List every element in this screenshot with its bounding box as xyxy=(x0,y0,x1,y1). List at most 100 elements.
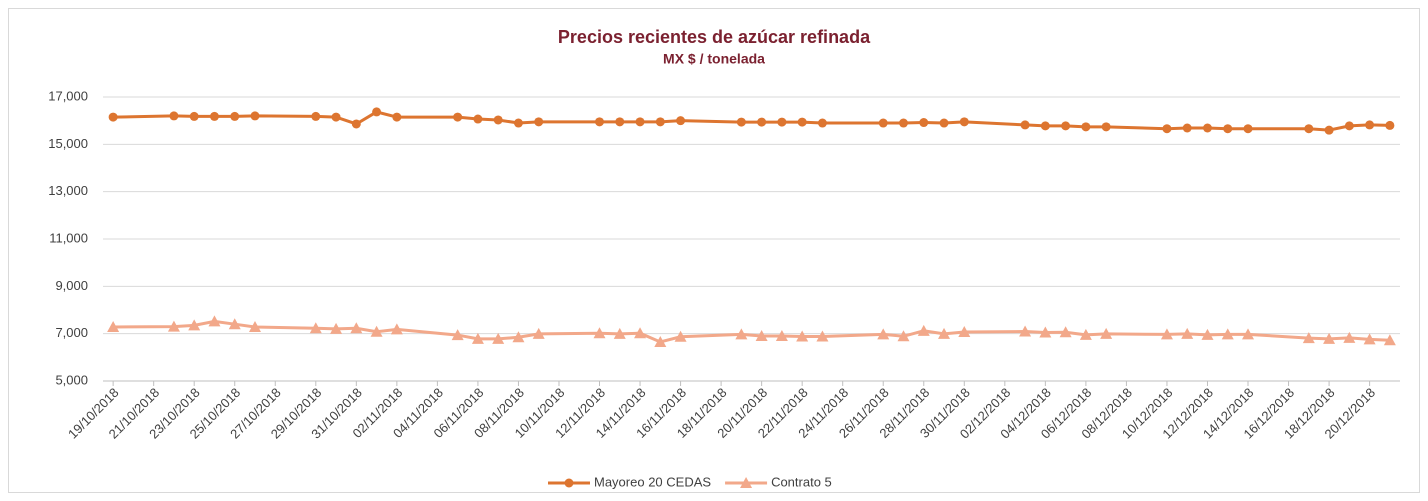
data-point xyxy=(735,328,748,340)
data-point xyxy=(736,117,746,127)
data-point xyxy=(897,330,910,342)
data-point xyxy=(655,117,665,127)
data-point xyxy=(958,326,971,338)
data-point xyxy=(777,117,787,127)
data-point xyxy=(1302,332,1315,344)
data-point xyxy=(797,117,807,127)
data-point xyxy=(615,117,625,127)
data-point xyxy=(939,118,949,128)
data-point xyxy=(1243,124,1253,134)
data-point xyxy=(330,322,343,334)
data-point xyxy=(1304,124,1314,134)
data-point xyxy=(230,111,240,121)
legend-marker xyxy=(564,478,574,488)
data-point xyxy=(513,118,523,128)
data-point xyxy=(473,114,483,124)
data-point xyxy=(309,322,322,334)
data-point xyxy=(1221,328,1234,340)
data-point xyxy=(453,112,463,122)
data-point xyxy=(1181,327,1194,339)
data-point xyxy=(532,327,545,339)
data-point xyxy=(877,328,890,340)
data-point xyxy=(331,112,341,122)
data-point xyxy=(817,118,827,128)
data-point xyxy=(1242,328,1255,340)
data-point xyxy=(938,327,951,339)
data-point xyxy=(451,329,464,341)
y-tick-label: 5,000 xyxy=(55,372,88,387)
data-point xyxy=(208,315,221,327)
series-line xyxy=(113,110,1390,132)
data-point xyxy=(1365,120,1375,130)
chart-subtitle: MX $ / tonelada xyxy=(663,51,765,67)
data-point xyxy=(209,111,219,121)
data-point xyxy=(1039,326,1052,338)
data-point xyxy=(188,319,201,331)
data-point xyxy=(1019,325,1032,337)
data-point xyxy=(534,117,544,127)
y-tick-label: 17,000 xyxy=(48,88,88,103)
data-point xyxy=(1160,328,1173,340)
data-point xyxy=(370,325,383,337)
data-point xyxy=(1020,120,1030,130)
data-point xyxy=(1061,121,1071,131)
data-point xyxy=(775,330,788,342)
series-line xyxy=(113,319,1390,344)
data-point xyxy=(108,112,118,122)
data-point xyxy=(635,117,645,127)
data-point xyxy=(757,117,767,127)
data-point xyxy=(169,111,179,121)
data-point xyxy=(167,320,180,332)
data-point xyxy=(1202,123,1212,133)
data-point xyxy=(1182,123,1192,133)
data-point xyxy=(1101,122,1111,132)
data-point xyxy=(1059,326,1072,338)
y-tick-label: 7,000 xyxy=(55,325,88,340)
data-point xyxy=(492,332,505,344)
data-point xyxy=(372,107,382,117)
data-point xyxy=(493,115,503,125)
data-point xyxy=(250,111,260,121)
data-point xyxy=(613,327,626,339)
data-point xyxy=(816,330,829,342)
data-point xyxy=(1162,124,1172,134)
data-point xyxy=(350,322,363,334)
data-point xyxy=(1385,120,1395,130)
legend-marker xyxy=(740,477,753,488)
legend-label: Mayoreo 20 CEDAS xyxy=(594,474,711,489)
chart-title: Precios recientes de azúcar refinada xyxy=(558,27,871,47)
data-point xyxy=(1081,122,1091,132)
data-point xyxy=(595,117,605,127)
data-point xyxy=(796,330,809,342)
data-point xyxy=(917,324,930,336)
data-point xyxy=(471,332,484,344)
data-point xyxy=(392,112,402,122)
data-point xyxy=(1040,121,1050,131)
data-point xyxy=(959,117,969,127)
data-point xyxy=(1079,328,1092,340)
data-point xyxy=(1383,334,1396,346)
data-point xyxy=(898,118,908,128)
legend-label: Contrato 5 xyxy=(771,474,832,489)
data-point xyxy=(512,331,525,343)
data-point xyxy=(755,330,768,342)
y-tick-label: 11,000 xyxy=(49,230,88,245)
chart-border xyxy=(8,8,1420,493)
data-point xyxy=(1363,333,1376,345)
data-point xyxy=(654,335,667,347)
data-point xyxy=(674,330,687,342)
data-point xyxy=(1324,125,1334,135)
data-point xyxy=(634,327,647,339)
y-tick-label: 9,000 xyxy=(55,278,88,293)
data-point xyxy=(390,323,403,335)
data-point xyxy=(919,118,929,128)
data-point xyxy=(1343,331,1356,343)
data-point xyxy=(1201,328,1214,340)
data-point xyxy=(878,118,888,128)
y-tick-label: 15,000 xyxy=(48,136,88,151)
data-point xyxy=(248,321,261,333)
y-tick-label: 13,000 xyxy=(48,183,88,198)
data-point xyxy=(228,318,241,330)
data-point xyxy=(1100,327,1113,339)
